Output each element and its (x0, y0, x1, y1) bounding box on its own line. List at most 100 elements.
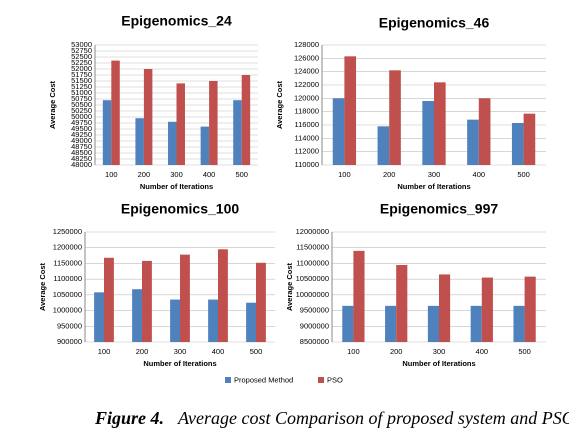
bar (481, 277, 493, 342)
y-tick-label: 122000 (294, 80, 319, 89)
bar (104, 257, 114, 342)
chart-title: Epigenomics_100 (121, 201, 239, 217)
x-tick-label: 500 (518, 347, 531, 356)
bar (467, 119, 479, 165)
x-tick-label: 400 (476, 347, 489, 356)
y-tick-label: 112000 (295, 147, 319, 156)
x-tick-label: 100 (105, 170, 118, 179)
bar (513, 305, 525, 342)
x-tick-label: 100 (338, 170, 351, 179)
y-tick-label: 10000000 (296, 290, 329, 299)
x-tick-label: 500 (235, 170, 248, 179)
y-tick-label: 1150000 (53, 258, 82, 267)
chart-title: Epigenomics_24 (121, 13, 232, 29)
y-tick-label: 49250 (71, 130, 92, 139)
y-tick-label: 49000 (71, 136, 92, 145)
bar (524, 276, 536, 342)
y-axis-label: Average Cost (275, 80, 284, 129)
bar (246, 302, 256, 342)
x-tick-label: 100 (98, 347, 111, 356)
bar (233, 100, 242, 165)
legend-swatch (225, 377, 231, 383)
y-tick-label: 11000000 (296, 258, 329, 267)
y-tick-label: 52750 (71, 46, 92, 55)
y-tick-label: 1050000 (53, 290, 82, 299)
bar (256, 262, 266, 342)
y-tick-label: 12000000 (296, 227, 329, 236)
y-tick-label: 51000 (71, 88, 92, 97)
y-tick-label: 51250 (71, 82, 92, 91)
bar (523, 113, 536, 165)
bar (344, 56, 357, 166)
bar (170, 299, 180, 342)
x-tick-label: 200 (390, 347, 403, 356)
bar (208, 299, 218, 342)
bar (180, 254, 190, 342)
x-tick-label: 300 (428, 170, 441, 179)
y-tick-label: 49750 (71, 118, 92, 127)
y-tick-label: 126000 (294, 53, 319, 62)
bar (389, 70, 401, 165)
bar (241, 75, 251, 165)
y-tick-label: 128000 (294, 40, 319, 49)
bar (332, 98, 345, 165)
legend-swatch (318, 377, 324, 383)
y-tick-label: 48250 (71, 154, 92, 163)
x-tick-label: 300 (174, 347, 187, 356)
bar (439, 274, 451, 342)
bar (342, 305, 354, 342)
bar (132, 289, 142, 342)
y-axis-label: Average Cost (48, 80, 57, 129)
bar (176, 83, 185, 165)
x-axis-label: Number of Iterations (143, 359, 216, 368)
x-tick-label: 300 (433, 347, 446, 356)
bar (102, 100, 112, 165)
x-axis-label: Number of Iterations (397, 182, 470, 191)
x-axis-label: Number of Iterations (402, 359, 475, 368)
y-tick-label: 48750 (71, 142, 92, 151)
bar (385, 305, 397, 342)
chart-title: Epigenomics_997 (380, 201, 498, 217)
bar (143, 69, 153, 165)
figure-label: Figure 4. (94, 408, 164, 428)
x-tick-label: 400 (212, 347, 225, 356)
x-tick-label: 300 (170, 170, 183, 179)
legend-label: Proposed Method (234, 375, 293, 384)
y-tick-label: 11500000 (296, 243, 329, 252)
y-tick-label: 51500 (71, 76, 92, 85)
y-tick-label: 50750 (71, 94, 92, 103)
bar (135, 118, 144, 165)
chart-title: Epigenomics_46 (379, 15, 490, 31)
x-tick-label: 400 (473, 170, 486, 179)
bar (511, 123, 524, 165)
bar (142, 260, 152, 342)
x-tick-label: 400 (203, 170, 216, 179)
bar (470, 305, 482, 342)
bar (111, 60, 120, 165)
bar (200, 126, 210, 165)
y-tick-label: 50250 (71, 106, 92, 115)
y-tick-label: 50000 (71, 112, 92, 121)
y-tick-label: 950000 (57, 321, 82, 330)
bar (478, 98, 491, 165)
y-tick-label: 8500000 (300, 337, 329, 346)
bar (218, 249, 228, 342)
y-tick-label: 52500 (71, 52, 92, 61)
y-axis-label: Average Cost (38, 262, 47, 311)
y-tick-label: 9000000 (300, 321, 329, 330)
y-tick-label: 110000 (295, 160, 319, 169)
x-tick-label: 500 (517, 170, 530, 179)
bar (94, 292, 104, 342)
y-tick-label: 1200000 (53, 243, 82, 252)
y-tick-label: 1250000 (53, 227, 82, 236)
y-tick-label: 9500000 (300, 306, 329, 315)
legend-label: PSO (327, 375, 343, 384)
x-tick-label: 100 (347, 347, 360, 356)
y-tick-label: 900000 (57, 337, 82, 346)
x-tick-label: 200 (383, 170, 396, 179)
y-tick-label: 116000 (295, 120, 319, 129)
bar (209, 81, 218, 165)
y-tick-label: 10500000 (296, 274, 329, 283)
bar (434, 82, 446, 165)
x-tick-label: 200 (136, 347, 149, 356)
